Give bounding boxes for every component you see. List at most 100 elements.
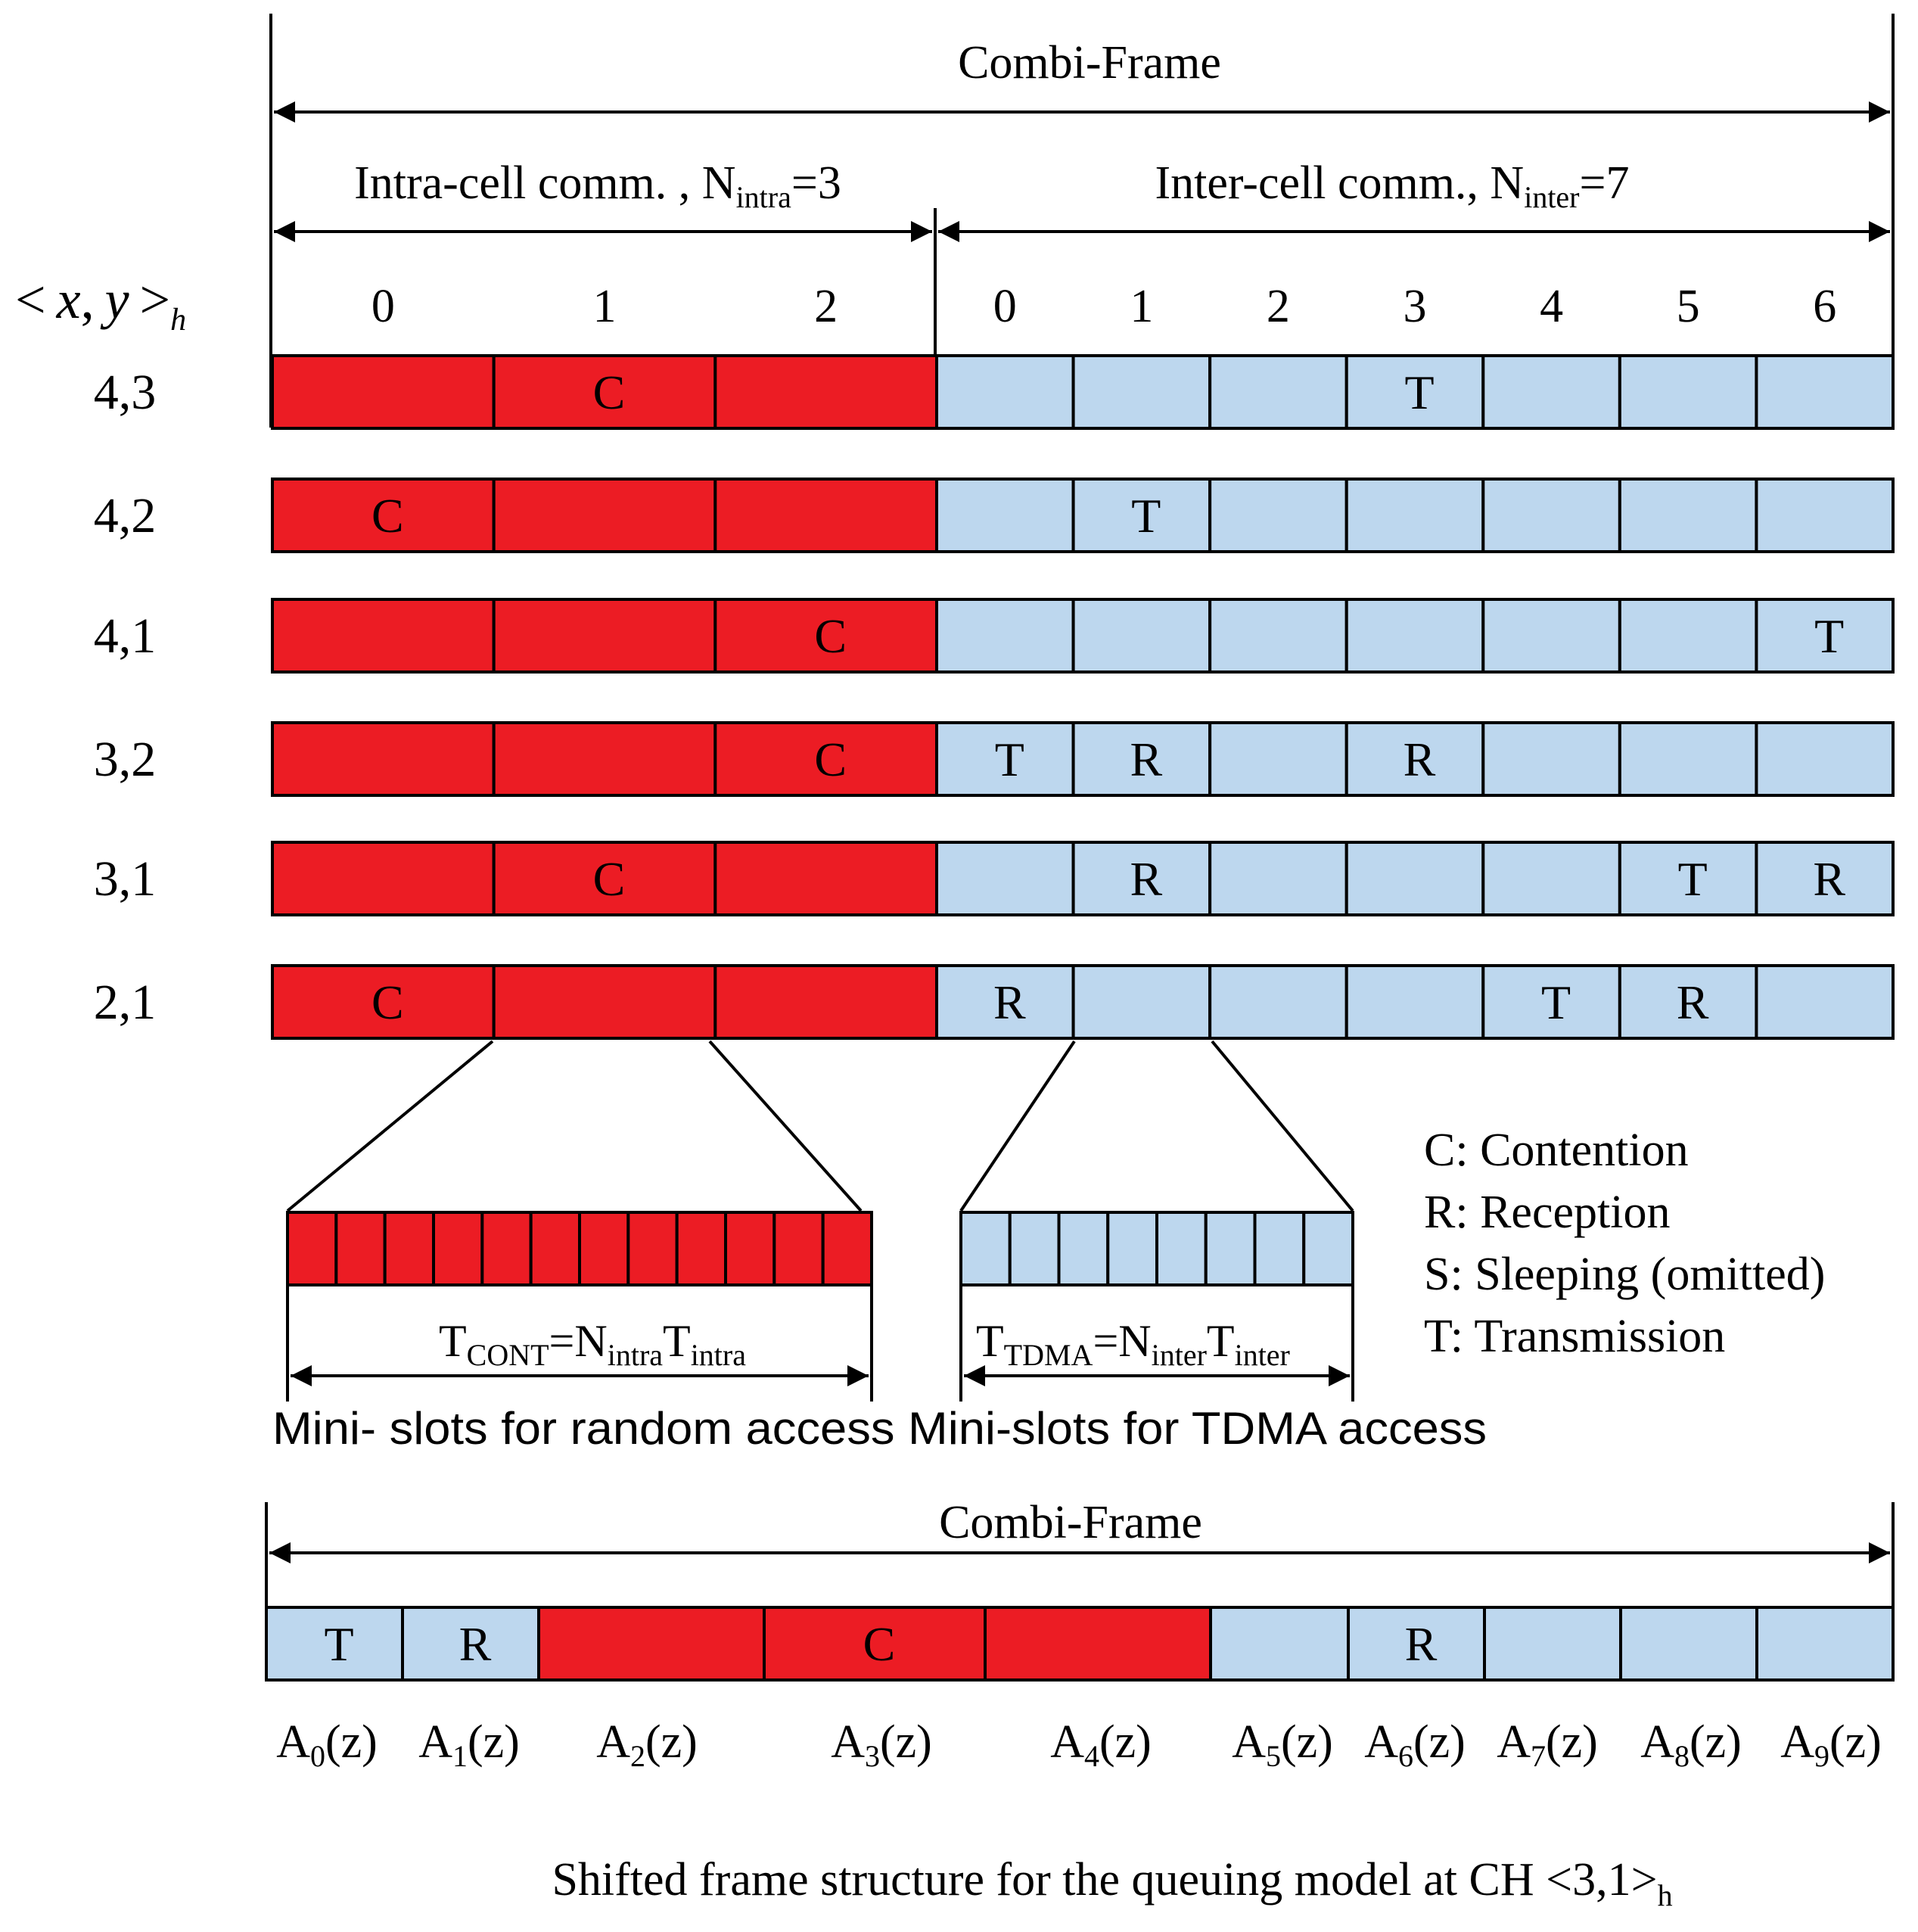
inter-slot — [1755, 721, 1895, 797]
row-coord-label: 4,1 — [94, 608, 157, 664]
inter-slot — [1481, 354, 1621, 430]
slot-state-label: T — [1404, 366, 1434, 419]
arrival-label-z: (z) — [1413, 1716, 1466, 1768]
intra-slot — [713, 721, 938, 797]
arrival-label: A8(z) — [1640, 1716, 1742, 1773]
inter-slot — [935, 354, 1075, 430]
contention-mini-slot — [383, 1211, 435, 1286]
tdma-mini-slot — [1057, 1211, 1110, 1286]
arrival-label: A7(z) — [1497, 1716, 1598, 1773]
frame-row: 2,1 C R T R — [94, 964, 1895, 1040]
arrival-label-sub: 5 — [1266, 1739, 1281, 1773]
slot-index-labels: 0 1 2 0 1 2 3 4 5 6 — [371, 281, 1836, 332]
row-coord-label: 4,2 — [94, 488, 157, 543]
inter-slot — [1755, 964, 1895, 1040]
slot-state-label: C — [814, 733, 847, 786]
slot-state-label: C — [814, 609, 847, 663]
zoom-line-cont-left — [286, 1040, 494, 1212]
contention-mini-slot — [334, 1211, 387, 1286]
intra-slot — [271, 478, 496, 553]
inter-slot — [1618, 598, 1758, 674]
tdma-mini-slot — [1253, 1211, 1306, 1286]
intra-slot — [492, 721, 717, 797]
row-coord-label: 4,3 — [94, 365, 157, 420]
slot-index-label: 0 — [993, 281, 1017, 332]
inter-slot — [1483, 1606, 1622, 1682]
tdma-mini-slot — [1155, 1211, 1208, 1286]
bottom-combi-frame-title: Combi-Frame — [939, 1497, 1202, 1548]
intra-slot — [763, 1606, 987, 1682]
arrival-label-A: A — [596, 1716, 630, 1768]
arrival-label-sub: 2 — [630, 1739, 645, 1773]
inter-slot — [1755, 598, 1895, 674]
legend-item: S: Sleeping (omitted) — [1424, 1249, 1825, 1300]
contention-mini-slot — [286, 1211, 338, 1286]
slot-index-label: 1 — [593, 281, 617, 332]
inter-slot — [1618, 354, 1758, 430]
frame-row: 4,1 C T — [94, 598, 1895, 674]
inter-slot — [1344, 841, 1485, 916]
frame-row: 3,1 C R T R — [94, 841, 1895, 916]
intra-cell-label: Intra-cell comm. , Nintra=3 — [354, 157, 841, 214]
inter-slot — [1481, 478, 1621, 553]
top-frame-header: Combi-Frame Intra-cell comm. , Nintra=3 … — [15, 14, 1895, 428]
arrival-label-A: A — [1497, 1716, 1531, 1768]
arrival-label-z: (z) — [325, 1716, 378, 1768]
arrival-label-A: A — [1364, 1716, 1398, 1768]
tdma-mini-slot — [1008, 1211, 1061, 1286]
zoom-line-tdma-right — [1211, 1040, 1354, 1212]
row-coord-label: 3,1 — [94, 851, 157, 907]
inter-slot — [935, 598, 1075, 674]
slot-state-label: T — [324, 1617, 353, 1671]
slot-index-label: 6 — [1813, 281, 1836, 332]
arrival-label-z: (z) — [1829, 1716, 1882, 1768]
arrival-label: A9(z) — [1780, 1716, 1882, 1773]
slot-state-label: R — [459, 1617, 492, 1671]
arrival-label-sub: 6 — [1398, 1739, 1413, 1773]
slot-state-label: R — [1404, 733, 1436, 786]
slot-state-label: R — [993, 975, 1026, 1029]
inter-slot — [1208, 841, 1348, 916]
intra-slot — [492, 598, 717, 674]
contention-mini-slot — [724, 1211, 776, 1286]
intra-slot — [713, 841, 938, 916]
arrival-label-sub: 4 — [1084, 1739, 1099, 1773]
inter-cell-label: Inter-cell comm., Ninter=7 — [1155, 157, 1630, 214]
slot-index-label: 1 — [1130, 281, 1153, 332]
slot-state-label: R — [1813, 852, 1845, 906]
cont-formula: TCONT=NintraTintra — [439, 1316, 746, 1372]
arrival-label-z: (z) — [645, 1716, 698, 1768]
intra-slot — [271, 964, 496, 1040]
inter-slot — [1208, 598, 1348, 674]
contention-mini-slot — [772, 1211, 825, 1286]
legend-item: C: Contention — [1424, 1125, 1689, 1176]
inter-slot — [1071, 598, 1212, 674]
arrival-label: A1(z) — [418, 1716, 520, 1773]
inter-slot — [1071, 964, 1212, 1040]
arrival-label-A: A — [1780, 1716, 1814, 1768]
arrival-label: A2(z) — [596, 1716, 698, 1773]
inter-slot — [1344, 598, 1485, 674]
inter-slot — [1619, 1606, 1758, 1682]
intra-slot — [984, 1606, 1212, 1682]
legend-item: R: Reception — [1424, 1187, 1670, 1238]
tdma-mini-slot — [1302, 1211, 1354, 1286]
arrival-label: A3(z) — [831, 1716, 932, 1773]
arrival-label-A: A — [418, 1716, 452, 1768]
inter-slot — [1755, 841, 1895, 916]
inter-slot — [1618, 841, 1758, 916]
inter-slot — [401, 1606, 540, 1682]
combi-frame-title: Combi-Frame — [958, 37, 1221, 89]
slot-state-label: T — [1541, 975, 1571, 1029]
intra-slot — [492, 964, 717, 1040]
mini-slots-caption: Mini- slots for random access Mini-slots… — [272, 1403, 1487, 1454]
inter-slot — [1755, 1606, 1895, 1682]
inter-slot — [1344, 721, 1485, 797]
intra-slot — [492, 478, 717, 553]
inter-slot — [1208, 354, 1348, 430]
arrival-label-sub: 7 — [1531, 1739, 1546, 1773]
contention-mini-slot — [529, 1211, 582, 1286]
arrival-label-A: A — [276, 1716, 310, 1768]
